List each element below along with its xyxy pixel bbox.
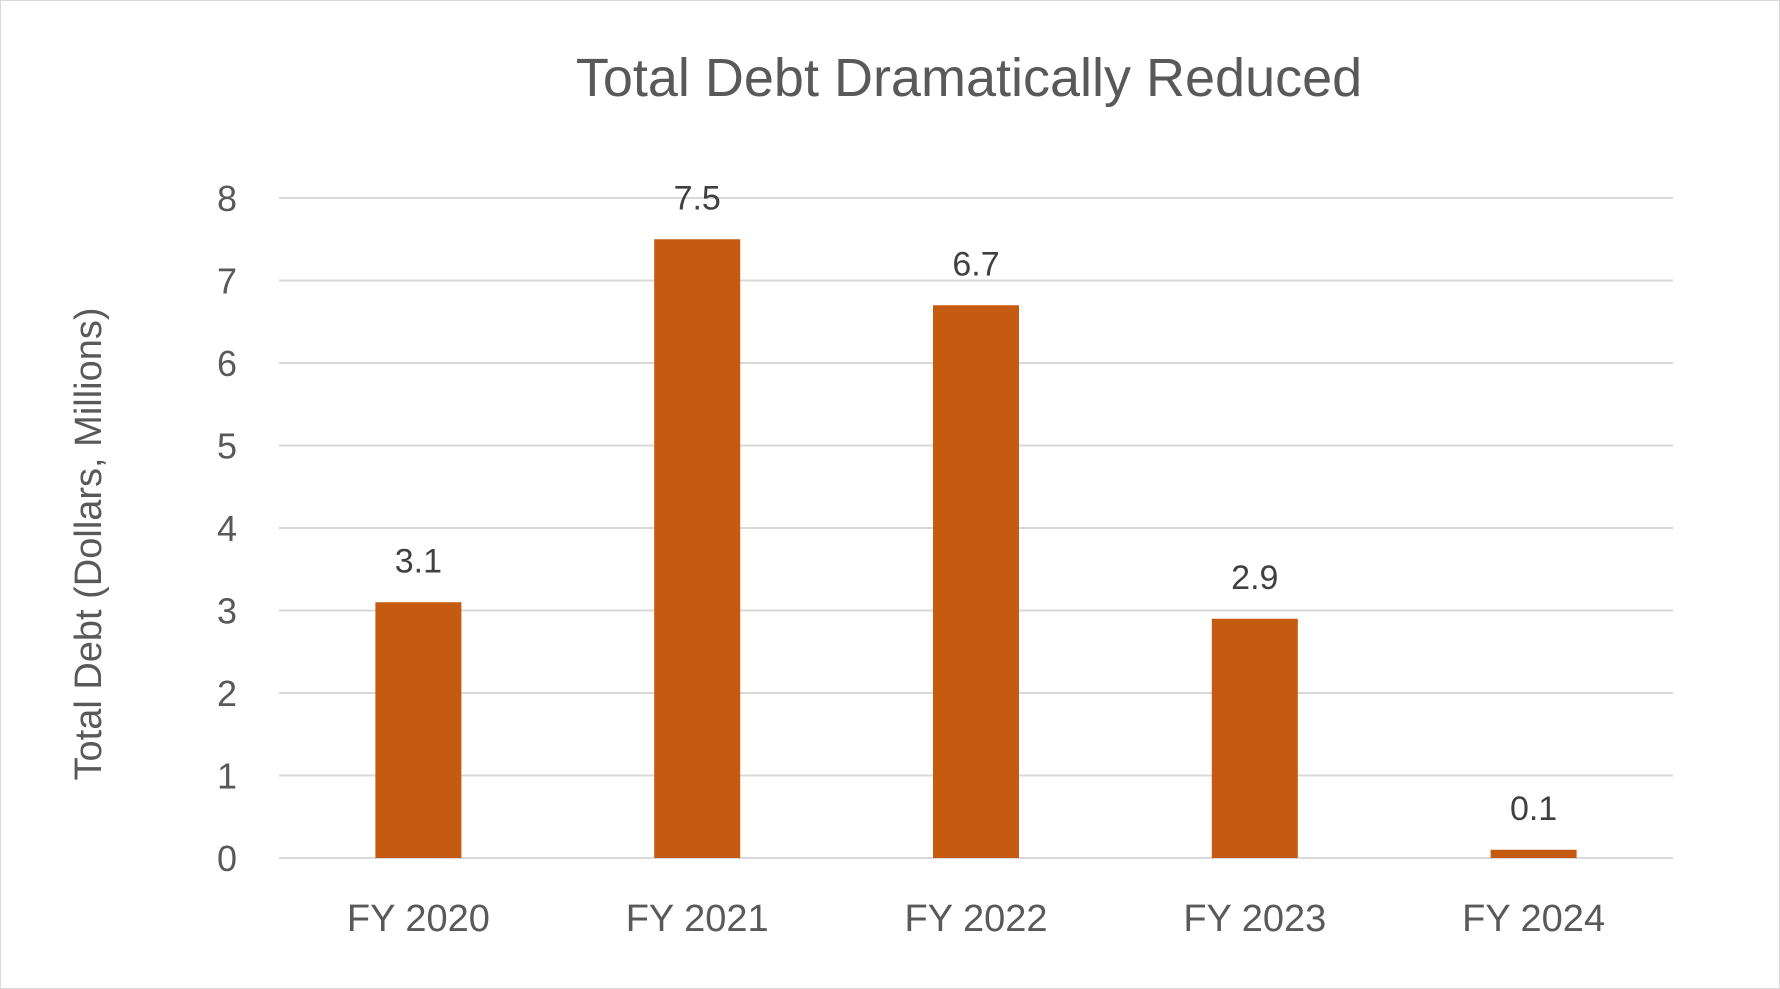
bar — [1211, 618, 1298, 858]
y-axis-ticks: 0 1 2 3 4 5 6 7 8 — [217, 178, 237, 879]
bar — [654, 239, 741, 858]
chart-title: Total Debt Dramatically Reduced — [576, 48, 1362, 108]
y-tick-label: 2 — [217, 673, 237, 714]
data-label: 7.5 — [674, 179, 721, 217]
x-category-label: FY 2021 — [626, 898, 769, 940]
y-tick-label: 8 — [217, 178, 237, 219]
data-labels: 3.1 7.5 6.7 2.9 0.1 — [395, 179, 1557, 828]
y-tick-label: 5 — [217, 426, 237, 467]
y-tick-label: 0 — [217, 838, 237, 879]
bar — [933, 305, 1019, 858]
data-label: 2.9 — [1231, 559, 1278, 597]
bar — [1490, 849, 1577, 858]
y-tick-label: 7 — [217, 261, 237, 302]
y-tick-label: 4 — [217, 508, 237, 549]
data-label: 0.1 — [1510, 790, 1557, 828]
bar — [375, 602, 462, 858]
x-category-label: FY 2022 — [905, 898, 1048, 940]
x-category-label: FY 2023 — [1183, 898, 1326, 940]
data-label: 3.1 — [395, 542, 442, 580]
x-category-label: FY 2020 — [347, 898, 490, 940]
y-tick-label: 6 — [217, 343, 237, 384]
y-axis-title: Total Debt (Dollars, Millions) — [68, 307, 110, 780]
data-label: 6.7 — [952, 245, 999, 283]
y-tick-label: 3 — [217, 591, 237, 632]
bars — [375, 239, 1577, 858]
x-category-label: FY 2024 — [1462, 898, 1605, 940]
y-tick-label: 1 — [217, 756, 237, 797]
x-axis-categories: FY 2020 FY 2021 FY 2022 FY 2023 FY 2024 — [347, 898, 1605, 940]
